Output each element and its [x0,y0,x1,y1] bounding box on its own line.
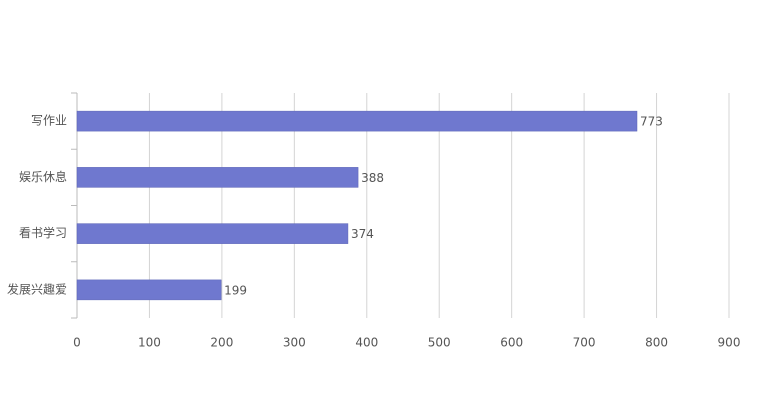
x-tick-label: 400 [355,336,378,350]
data-label: 388 [361,171,384,185]
y-tick-label: 看书学习 [19,225,67,240]
x-tick-label: 200 [210,336,233,350]
x-tick-label: 500 [428,336,451,350]
y-tick-label: 写作业 [31,114,67,128]
y-tick-label: 娱乐休息 [19,169,67,184]
data-label: 773 [640,115,663,129]
bar [76,110,638,132]
bar [76,223,349,244]
x-tick-label: 600 [500,336,523,350]
y-tick-label: 发展兴趣爱 [7,281,67,296]
x-tick-label: 300 [283,336,306,350]
x-tick-label: 700 [573,336,596,350]
x-tick-label: 900 [718,336,741,350]
x-tick-label: 0 [73,336,81,350]
bar [76,167,359,188]
bar [76,279,222,301]
data-label: 199 [224,283,247,297]
data-label: 374 [351,227,374,241]
x-tick-label: 100 [138,336,161,350]
x-tick-label: 800 [645,336,668,350]
